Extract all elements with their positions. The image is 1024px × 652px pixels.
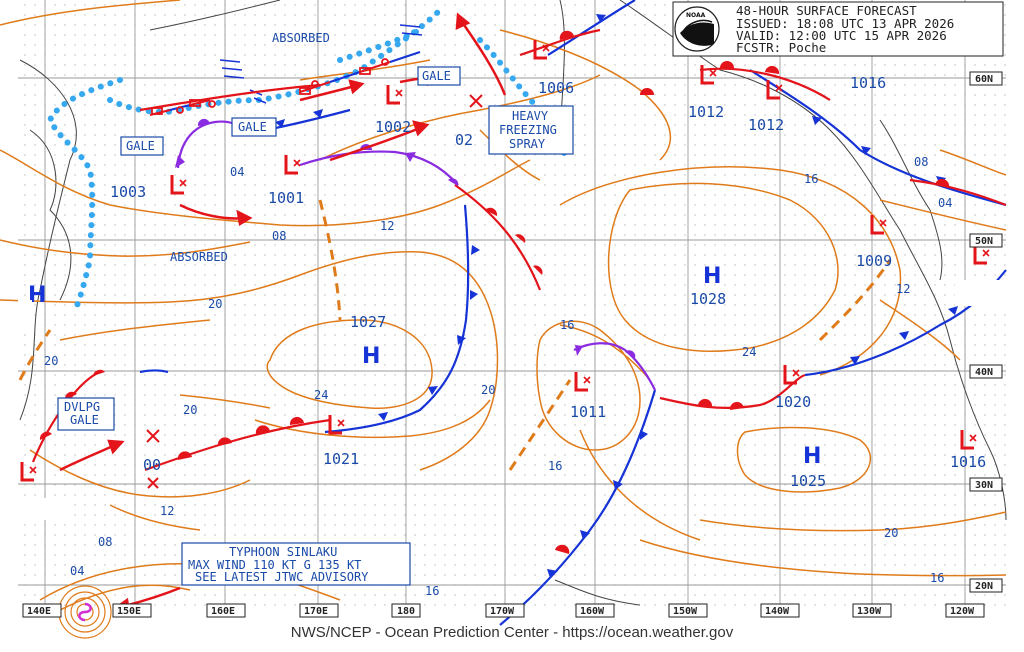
forecast-header: NOAA 48-HOUR SURFACE FORECAST ISSUED: 18… — [672, 1, 1004, 57]
lon-label: 160W — [580, 606, 605, 617]
isobar-value: 20 — [481, 383, 495, 397]
low-symbols — [20, 40, 990, 482]
freezing-spray-line-3: SPRAY — [509, 137, 546, 151]
isobar-value: 16 — [548, 459, 562, 473]
longitude-labels: 140E 150E 160E 170E 180 170W 160W 150W 1… — [22, 603, 985, 618]
isobar-value: 08 — [98, 535, 112, 549]
pressure-labels: 1003 1001 1002 1006 1012 1012 1016 1009 … — [110, 74, 986, 490]
pressure-value: 1025 — [790, 472, 826, 490]
typhoon-line-2: MAX WIND 110 KT G 135 KT — [188, 558, 361, 572]
lat-label: 20N — [975, 581, 993, 592]
valid-time: VALID: 12:00 UTC 15 APR 2026 — [736, 28, 947, 43]
svg-text:H: H — [703, 264, 721, 289]
isobar-value: 16 — [560, 318, 574, 332]
pressure-value: 1016 — [950, 453, 986, 471]
isobar-value: 04 — [230, 165, 244, 179]
pressure-value: 1012 — [688, 103, 724, 121]
pressure-value: 1002 — [375, 118, 411, 136]
pressure-value: 1012 — [748, 116, 784, 134]
isobars — [0, 0, 1007, 611]
lon-label: 170W — [490, 606, 515, 617]
pressure-value: 1011 — [570, 403, 606, 421]
coastlines — [19, 0, 1007, 606]
absorbed-label-mid: ABSORBED — [170, 250, 228, 264]
lon-label: 140W — [765, 606, 790, 617]
noaa-logo-text: NOAA — [686, 12, 706, 19]
svg-text:H: H — [362, 344, 380, 369]
lon-label: 130W — [857, 606, 882, 617]
stationary-front-marks — [151, 58, 389, 115]
absorbed-label-top: ABSORBED — [272, 31, 330, 45]
latitude-labels: 60N 50N 40N 30N 20N — [969, 71, 1003, 593]
typhoon-symbol — [78, 602, 92, 622]
isobar-labels: 04 08 12 16 20 24 08 04 16 12 20 16 20 2… — [44, 155, 952, 598]
ice-hatches — [219, 24, 423, 104]
pressure-value: 1020 — [775, 393, 811, 411]
svg-text:H: H — [803, 444, 821, 469]
dvlpg-gale-line-1: DVLPG — [64, 400, 100, 414]
dvlpg-gale-line-2: GALE — [70, 413, 99, 427]
lon-label: 160E — [211, 606, 235, 617]
credit-footer: NWS/NCEP - Ocean Prediction Center - htt… — [290, 624, 734, 641]
high-symbols: H H H H — [28, 264, 821, 469]
isobar-value: 08 — [914, 155, 928, 169]
annotations: ABSORBED ABSORBED — [170, 31, 330, 264]
isobar-value: 12 — [160, 504, 174, 518]
isobar-value: 20 — [183, 403, 197, 417]
isobar-value: 12 — [896, 282, 910, 296]
pressure-value: 02 — [455, 131, 473, 149]
gale-label: GALE — [238, 120, 267, 134]
noaa-logo: NOAA — [674, 6, 720, 52]
issued-time: ISSUED: 18:08 UTC 13 APR 2026 — [736, 16, 954, 31]
pressure-value: 1003 — [110, 183, 146, 201]
pressure-value: 1001 — [268, 189, 304, 207]
lon-label: 140E — [27, 606, 51, 617]
pressure-value: 1021 — [323, 450, 359, 468]
lat-label: 50N — [975, 236, 993, 247]
freezing-spray-line-1: HEAVY — [512, 109, 549, 123]
gale-label: GALE — [422, 69, 451, 83]
isobar-value: 08 — [272, 229, 286, 243]
lon-label: 120W — [950, 606, 975, 617]
gale-label: GALE — [126, 139, 155, 153]
svg-text:H: H — [28, 283, 46, 308]
freezing-spray-line-2: FREEZING — [499, 123, 557, 137]
troughs — [18, 199, 892, 471]
lat-label: 30N — [975, 480, 993, 491]
warning-boxes: GALE GALE GALE HEAVY FREEZING SPRAY DVLP… — [57, 66, 574, 586]
lat-label: 60N — [975, 74, 993, 85]
lon-label: 180 — [397, 606, 415, 617]
isobar-value: 12 — [380, 219, 394, 233]
pressure-value: 00 — [143, 456, 161, 474]
isobar-value: 24 — [742, 345, 756, 359]
isobar-value: 20 — [884, 526, 898, 540]
isobar-value: 16 — [425, 584, 439, 598]
isobar-value: 16 — [930, 571, 944, 585]
isobar-value: 16 — [804, 172, 818, 186]
pressure-value: 1006 — [538, 79, 574, 97]
new-low-markers — [146, 94, 483, 489]
lon-label: 150W — [673, 606, 698, 617]
lat-label: 40N — [975, 367, 993, 378]
typhoon-line-3: SEE LATEST JTWC ADVISORY — [195, 570, 369, 584]
isobar-value: 04 — [70, 564, 84, 578]
warm-front-bumps — [39, 30, 950, 554]
pressure-value: 1009 — [856, 252, 892, 270]
pressure-value: 1016 — [850, 74, 886, 92]
typhoon-line-1: TYPHOON SINLAKU — [229, 545, 337, 559]
isobar-value: 20 — [44, 354, 58, 368]
isobar-value: 04 — [938, 196, 952, 210]
pressure-value: 1027 — [350, 313, 386, 331]
forecaster: FCSTR: Poche — [736, 40, 826, 55]
lon-label: 170E — [304, 606, 328, 617]
isobar-value: 24 — [314, 388, 328, 402]
lon-label: 150E — [117, 606, 141, 617]
pressure-value: 1028 — [690, 290, 726, 308]
isobar-value: 20 — [208, 297, 222, 311]
forecast-title: 48-HOUR SURFACE FORECAST — [736, 3, 917, 18]
